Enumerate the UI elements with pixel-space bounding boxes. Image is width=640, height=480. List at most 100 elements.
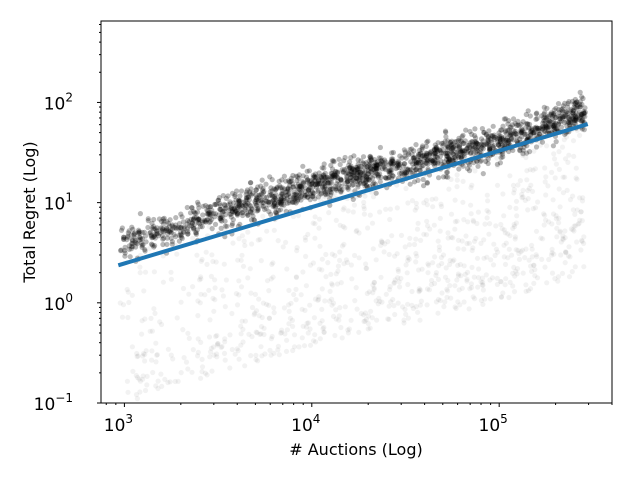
scatter-point	[317, 173, 323, 179]
scatter-point	[260, 190, 266, 196]
scatter-point	[349, 167, 355, 173]
scatter-point	[533, 124, 539, 130]
scatter-point	[252, 310, 258, 316]
scatter-point	[366, 158, 372, 164]
scatter-point	[438, 150, 444, 156]
scatter-point	[508, 131, 514, 137]
scatter-point	[117, 300, 123, 306]
scatter-point	[499, 142, 505, 148]
scatter-point	[569, 110, 576, 116]
scatter-point	[239, 210, 245, 216]
scatter-point	[392, 311, 398, 318]
scatter-point	[181, 355, 187, 361]
scatter-point	[307, 262, 314, 268]
scatter-point	[153, 359, 159, 365]
scatter-point	[563, 109, 569, 115]
scatter-point	[366, 313, 372, 319]
scatter-point	[134, 353, 140, 360]
scatter-point	[478, 157, 484, 163]
scatter-point	[366, 289, 372, 295]
scatter-point	[273, 203, 279, 209]
scatter-point	[469, 142, 475, 148]
scatter-point	[500, 154, 506, 160]
scatter-point	[558, 118, 565, 124]
scatter-point	[142, 269, 149, 275]
scatter-point	[461, 246, 467, 252]
scatter-point	[289, 317, 295, 323]
scatter-point	[525, 121, 531, 127]
scatter-point	[507, 279, 513, 285]
scatter-point	[508, 133, 514, 139]
scatter-point	[556, 149, 562, 155]
scatter-point	[142, 233, 149, 239]
scatter-point	[259, 353, 265, 359]
scatter-point	[293, 200, 299, 206]
scatter-point	[544, 280, 550, 286]
scatter-point	[480, 301, 486, 307]
scatter-point	[289, 199, 295, 205]
scatter-point	[305, 330, 311, 336]
scatter-point	[413, 259, 419, 265]
scatter-point	[235, 257, 241, 263]
scatter-point	[206, 334, 213, 340]
scatter-point	[400, 163, 406, 169]
scatter-point	[397, 161, 403, 167]
scatter-point	[234, 211, 241, 217]
scatter-point	[524, 168, 530, 174]
scatter-point	[574, 105, 580, 111]
scatter-point	[357, 172, 363, 178]
scatter-point	[335, 174, 341, 180]
scatter-point	[386, 316, 392, 322]
scatter-point	[200, 212, 206, 218]
scatter-point	[382, 165, 388, 171]
scatter-point	[296, 192, 302, 198]
scatter-point	[367, 212, 373, 218]
scatter-point	[308, 191, 314, 197]
scatter-point	[403, 170, 409, 176]
scatter-point	[281, 193, 287, 199]
scatter-point	[290, 213, 297, 220]
scatter-point	[440, 140, 446, 146]
scatter-point	[539, 131, 545, 137]
scatter-point	[298, 193, 305, 199]
scatter-point	[343, 170, 349, 176]
scatter-point	[576, 220, 582, 226]
scatter-point	[240, 339, 246, 345]
scatter-point	[248, 217, 255, 223]
scatter-point	[354, 166, 360, 172]
scatter-point	[539, 256, 545, 262]
scatter-point	[467, 144, 473, 151]
scatter-point	[506, 137, 512, 143]
scatter-point	[260, 203, 267, 209]
scatter-point	[406, 256, 412, 262]
scatter-point	[149, 225, 155, 231]
scatter-point	[564, 123, 570, 129]
scatter-point	[344, 177, 350, 183]
scatter-point	[464, 145, 470, 152]
scatter-point	[421, 158, 427, 164]
scatter-point	[182, 225, 188, 231]
scatter-point	[534, 125, 540, 132]
scatter-point	[475, 284, 481, 290]
scatter-point	[286, 191, 292, 197]
scatter-point	[566, 116, 572, 123]
scatter-point	[457, 144, 463, 150]
scatter-point	[140, 373, 146, 379]
scatter-point	[332, 173, 338, 179]
scatter-point	[382, 161, 388, 167]
scatter-point	[573, 175, 579, 181]
scatter-point	[357, 175, 363, 181]
scatter-point	[497, 160, 503, 166]
scatter-point	[327, 184, 333, 190]
scatter-point	[126, 246, 132, 252]
scatter-point	[272, 205, 278, 211]
scatter-point	[298, 183, 304, 190]
scatter-point	[300, 163, 306, 169]
scatter-point	[195, 216, 201, 222]
scatter-point	[488, 257, 494, 263]
scatter-point	[534, 110, 540, 116]
scatter-point	[405, 301, 411, 307]
y-tick-label: 100	[44, 291, 73, 315]
scatter-point	[206, 210, 213, 216]
scatter-point	[218, 225, 224, 231]
